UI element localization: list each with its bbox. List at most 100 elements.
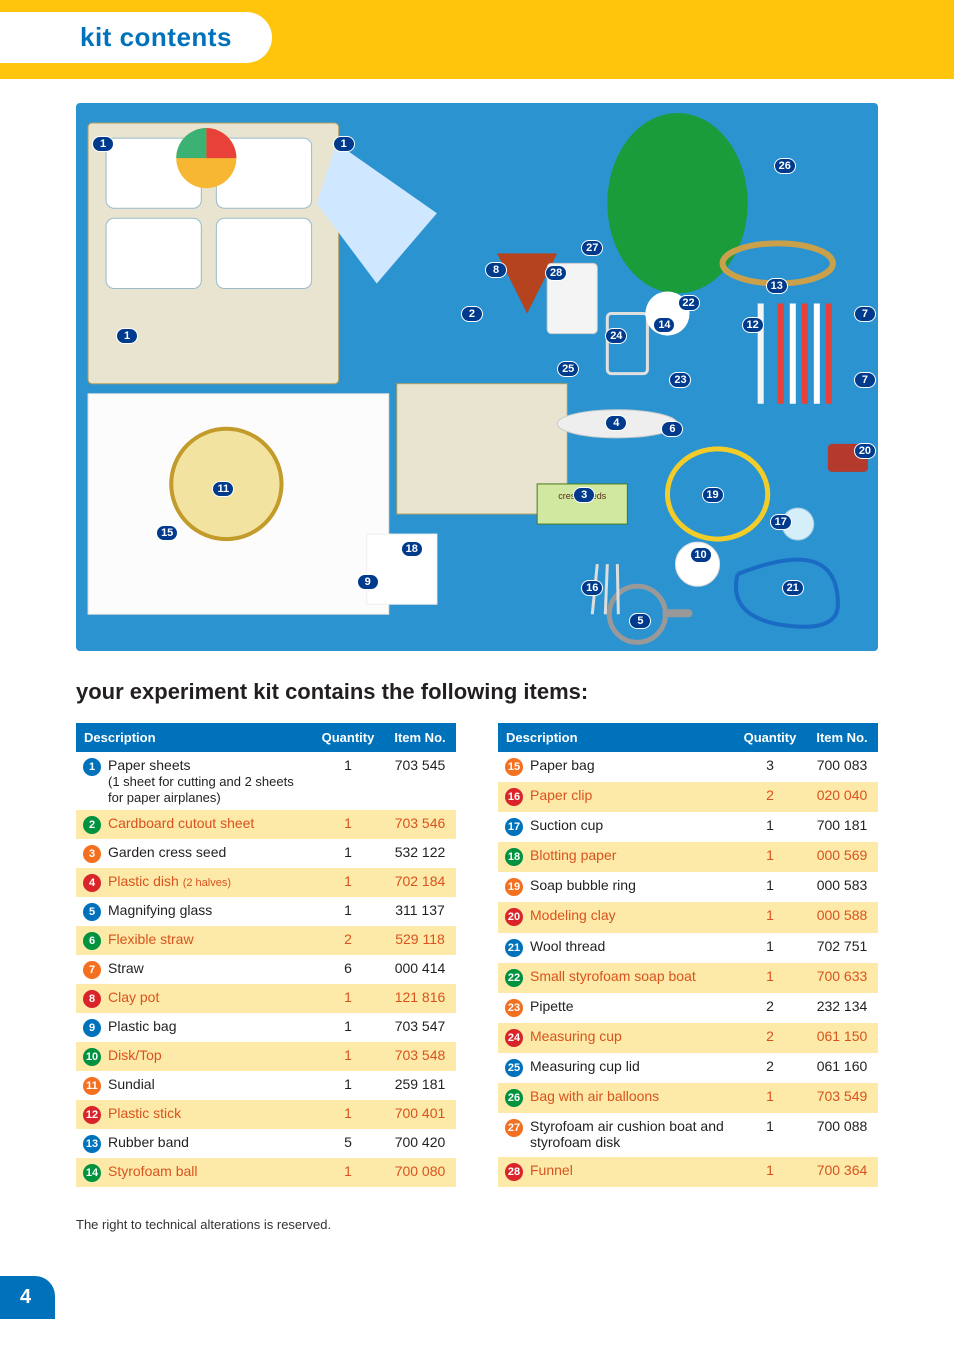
number-badge: 25 xyxy=(505,1059,523,1077)
row-item-no: 121 816 xyxy=(384,984,456,1013)
row-desc: Rubber band xyxy=(102,1129,312,1158)
photo-callout: 9 xyxy=(357,574,379,590)
th-desc: Description xyxy=(76,723,312,752)
kit-table-right: Description Quantity Item No. 15Paper ba… xyxy=(498,723,878,1187)
row-desc: Disk/Top xyxy=(102,1042,312,1071)
row-desc: Measuring cup lid xyxy=(524,1053,734,1083)
photo-callout: 25 xyxy=(557,361,579,377)
footnote: The right to technical alterations is re… xyxy=(76,1217,878,1232)
row-badge-cell: 9 xyxy=(76,1013,102,1042)
photo-callout: 15 xyxy=(156,525,178,541)
row-qty: 1 xyxy=(734,872,806,902)
row-item-no: 000 569 xyxy=(806,842,878,872)
number-badge: 1 xyxy=(83,758,101,776)
number-badge: 3 xyxy=(83,845,101,863)
row-desc: Straw xyxy=(102,955,312,984)
photo-callout: 1 xyxy=(92,136,114,152)
number-badge: 27 xyxy=(505,1119,523,1137)
row-qty: 1 xyxy=(312,868,384,897)
photo-callout: 27 xyxy=(581,240,603,256)
row-item-no: 311 137 xyxy=(384,897,456,926)
row-qty: 6 xyxy=(312,955,384,984)
kit-photo: cress seeds 1126278281322271141224252374… xyxy=(76,103,878,651)
photo-callout: 13 xyxy=(766,278,788,294)
number-badge: 28 xyxy=(505,1163,523,1181)
row-item-no: 529 118 xyxy=(384,926,456,955)
photo-callout: 21 xyxy=(782,580,804,596)
photo-callout: 7 xyxy=(854,372,876,388)
row-qty: 1 xyxy=(312,1158,384,1187)
row-badge-cell: 7 xyxy=(76,955,102,984)
table-row: 22Small styrofoam soap boat1700 633 xyxy=(498,963,878,993)
number-badge: 8 xyxy=(83,990,101,1008)
row-badge-cell: 16 xyxy=(498,782,524,812)
row-item-no: 700 364 xyxy=(806,1157,878,1187)
number-badge: 11 xyxy=(83,1077,101,1095)
row-badge-cell: 19 xyxy=(498,872,524,902)
row-desc: Plastic stick xyxy=(102,1100,312,1129)
photo-callout: 23 xyxy=(669,372,691,388)
table-row: 7Straw6000 414 xyxy=(76,955,456,984)
number-badge: 4 xyxy=(83,874,101,892)
row-desc: Blotting paper xyxy=(524,842,734,872)
table-row: 5Magnifying glass1311 137 xyxy=(76,897,456,926)
photo-callout: 18 xyxy=(401,541,423,557)
row-item-no: 259 181 xyxy=(384,1071,456,1100)
row-qty: 1 xyxy=(734,963,806,993)
table-row: 6Flexible straw2529 118 xyxy=(76,926,456,955)
kit-photo-illustration: cress seeds xyxy=(76,103,878,651)
row-badge-cell: 26 xyxy=(498,1083,524,1113)
number-badge: 6 xyxy=(83,932,101,950)
row-item-no: 700 633 xyxy=(806,963,878,993)
page-number: 4 xyxy=(0,1276,55,1319)
table-row: 20Modeling clay1000 588 xyxy=(498,902,878,932)
row-desc: Plastic dish (2 halves) xyxy=(102,868,312,897)
row-desc: Flexible straw xyxy=(102,926,312,955)
photo-callout: 7 xyxy=(854,306,876,322)
table-row: 12Plastic stick1700 401 xyxy=(76,1100,456,1129)
row-desc: Styrofoam ball xyxy=(102,1158,312,1187)
row-badge-cell: 1 xyxy=(76,752,102,810)
photo-callout: 17 xyxy=(770,514,792,530)
row-qty: 1 xyxy=(734,812,806,842)
row-item-no: 700 083 xyxy=(806,752,878,782)
row-qty: 1 xyxy=(312,984,384,1013)
section-subhead: your experiment kit contains the followi… xyxy=(76,679,878,705)
row-qty: 1 xyxy=(734,1113,806,1157)
th-qty: Quantity xyxy=(734,723,806,752)
photo-callout: 12 xyxy=(742,317,764,333)
row-badge-cell: 4 xyxy=(76,868,102,897)
row-desc: Paper sheets(1 sheet for cutting and 2 s… xyxy=(102,752,312,810)
row-desc: Garden cress seed xyxy=(102,839,312,868)
table-row: 25Measuring cup lid2061 160 xyxy=(498,1053,878,1083)
row-badge-cell: 24 xyxy=(498,1023,524,1053)
row-badge-cell: 28 xyxy=(498,1157,524,1187)
number-badge: 10 xyxy=(83,1048,101,1066)
table-row: 27Styrofoam air cushion boat and styrofo… xyxy=(498,1113,878,1157)
row-item-no: 000 414 xyxy=(384,955,456,984)
row-item-no: 700 080 xyxy=(384,1158,456,1187)
photo-callout: 5 xyxy=(629,613,651,629)
row-badge-cell: 22 xyxy=(498,963,524,993)
row-qty: 1 xyxy=(312,1042,384,1071)
row-desc: Sundial xyxy=(102,1071,312,1100)
row-desc: Styrofoam air cushion boat and styrofoam… xyxy=(524,1113,734,1157)
row-badge-cell: 23 xyxy=(498,993,524,1023)
photo-callout: 16 xyxy=(581,580,603,596)
table-row: 15Paper bag3700 083 xyxy=(498,752,878,782)
row-badge-cell: 18 xyxy=(498,842,524,872)
row-badge-cell: 3 xyxy=(76,839,102,868)
row-desc: Bag with air balloons xyxy=(524,1083,734,1113)
title-tab: kit contents xyxy=(0,12,272,63)
table-row: 26Bag with air balloons1703 549 xyxy=(498,1083,878,1113)
table-row: 11Sundial1259 181 xyxy=(76,1071,456,1100)
number-badge: 23 xyxy=(505,999,523,1017)
row-badge-cell: 15 xyxy=(498,752,524,782)
row-item-no: 700 401 xyxy=(384,1100,456,1129)
number-badge: 26 xyxy=(505,1089,523,1107)
row-qty: 1 xyxy=(734,842,806,872)
row-qty: 1 xyxy=(312,1013,384,1042)
th-item: Item No. xyxy=(384,723,456,752)
row-qty: 2 xyxy=(734,1053,806,1083)
number-badge: 18 xyxy=(505,848,523,866)
